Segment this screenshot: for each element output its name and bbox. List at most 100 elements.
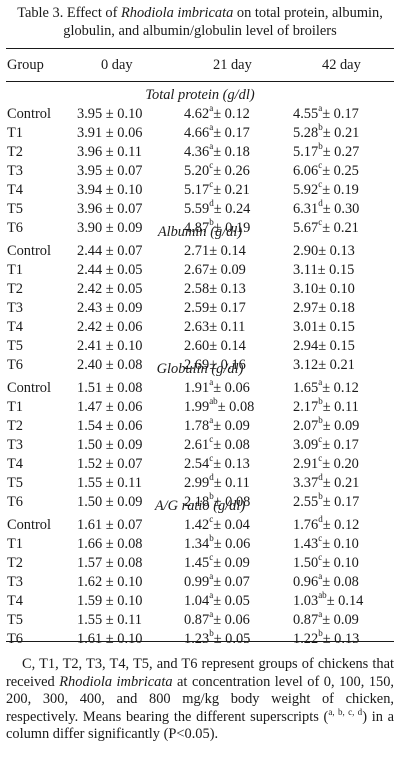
table-row: T4 2.42 ± 0.06 2.63± 0.11 3.01± 0.15 bbox=[0, 318, 400, 336]
cell-error: ± 0.13 bbox=[209, 281, 246, 297]
cell-superscript: a bbox=[209, 590, 214, 601]
cell-day-0: 1.55 ± 0.11 bbox=[77, 475, 142, 491]
cell-day-21: 2.69± 0.16 bbox=[184, 356, 246, 374]
cell-mean: 2.71 bbox=[184, 243, 210, 259]
cell-mean: 2.90 bbox=[293, 243, 319, 259]
cell-mean: 2.63 bbox=[184, 319, 210, 335]
cell-day-21: 5.20c± 0.26 bbox=[184, 160, 250, 180]
cell-day-42: 1.22b± 0.13 bbox=[293, 629, 359, 648]
cell-mean: 5.59 bbox=[184, 201, 210, 217]
cell-superscript: b bbox=[318, 396, 323, 407]
cell-error: ± 0.05 bbox=[213, 593, 250, 609]
cell-mean: 0.99 bbox=[184, 574, 210, 590]
top-rule bbox=[6, 48, 394, 49]
cell-day-0: 1.61 ± 0.10 bbox=[77, 631, 143, 647]
footnote: C, T1, T2, T3, T4, T5, and T6 represent … bbox=[6, 656, 394, 744]
cell-error: ± 0.14 bbox=[209, 243, 246, 259]
cell-error: ± 0.05 bbox=[213, 631, 251, 647]
cell-day-21: 2.59± 0.17 bbox=[184, 299, 246, 317]
cell-day-0: 2.41 ± 0.10 bbox=[77, 338, 143, 354]
cell-day-21: 2.71± 0.14 bbox=[184, 242, 246, 260]
cell-day-21: 5.17c± 0.21 bbox=[184, 179, 250, 199]
cell-superscript: a bbox=[209, 415, 214, 426]
table-row: T6 1.61 ± 0.10 1.23b± 0.05 1.22b± 0.13 bbox=[0, 628, 400, 648]
footnote-part-3: ) in a column differ significantly (P<0.… bbox=[6, 708, 394, 743]
cell-mean: 2.55 bbox=[293, 494, 319, 510]
table-row: Control 2.44 ± 0.07 2.71± 0.14 2.90± 0.13 bbox=[0, 242, 400, 260]
cell-day-0: 1.50 ± 0.09 bbox=[77, 494, 143, 510]
cell-group: T5 bbox=[7, 612, 23, 628]
cell-mean: 1.45 bbox=[184, 555, 210, 571]
cell-error: ± 0.09 bbox=[322, 418, 360, 434]
cell-error: ± 0.25 bbox=[322, 163, 359, 179]
cell-mean: 0.96 bbox=[293, 574, 319, 590]
cell-superscript: d bbox=[318, 514, 323, 525]
cell-day-42: 0.96a± 0.08 bbox=[293, 571, 359, 591]
cell-mean: 3.11 bbox=[293, 262, 318, 278]
cell-mean: 1.78 bbox=[184, 418, 210, 434]
cell-superscript: c bbox=[318, 533, 323, 544]
cell-day-42: 3.11± 0.15 bbox=[293, 261, 354, 279]
cell-error: ± 0.21 bbox=[213, 182, 250, 198]
cell-superscript: d bbox=[209, 198, 214, 209]
cell-group: T4 bbox=[7, 182, 23, 198]
cell-group: T3 bbox=[7, 574, 23, 590]
cell-mean: 1.50 bbox=[293, 555, 319, 571]
cell-error: ± 0.18 bbox=[213, 144, 250, 160]
cell-day-0: 3.95 ± 0.10 bbox=[77, 106, 143, 122]
cell-day-0: 1.55 ± 0.11 bbox=[77, 612, 142, 628]
cell-day-21: 2.67± 0.09 bbox=[184, 261, 246, 279]
table-row: T3 3.95 ± 0.07 5.20c± 0.26 6.06c± 0.25 bbox=[0, 160, 400, 180]
table-row: T5 3.96 ± 0.07 5.59d± 0.24 6.31d± 0.30 bbox=[0, 198, 400, 218]
cell-mean: 1.03 bbox=[293, 593, 319, 609]
cell-mean: 4.66 bbox=[184, 125, 210, 141]
header-rule bbox=[6, 81, 394, 82]
cell-error: ± 0.11 bbox=[213, 475, 250, 491]
cell-day-21: 1.04a± 0.05 bbox=[184, 590, 250, 610]
cell-group: T6 bbox=[7, 631, 23, 647]
cell-day-42: 3.12± 0.21 bbox=[293, 356, 355, 374]
cell-day-0: 2.42 ± 0.06 bbox=[77, 319, 143, 335]
cell-superscript: d bbox=[318, 472, 323, 483]
cell-day-21: 4.87b± 0.19 bbox=[184, 218, 250, 237]
cell-group: T2 bbox=[7, 281, 23, 297]
table-row: Control 1.51 ± 0.08 1.91a± 0.06 1.65a± 0.12 bbox=[0, 378, 400, 397]
cell-mean: 1.43 bbox=[293, 536, 319, 552]
cell-day-21: 0.87a± 0.06 bbox=[184, 610, 250, 629]
cell-error: ± 0.24 bbox=[213, 201, 251, 217]
cell-error: ± 0.15 bbox=[318, 338, 355, 354]
cell-superscript: b bbox=[209, 491, 214, 502]
cell-mean: 4.87 bbox=[184, 220, 210, 236]
cell-group: T2 bbox=[7, 418, 23, 434]
cell-day-0: 1.51 ± 0.08 bbox=[77, 380, 143, 396]
table-row: T3 2.43 ± 0.09 2.59± 0.17 2.97± 0.18 bbox=[0, 299, 400, 317]
cell-error: ± 0.17 bbox=[213, 125, 250, 141]
cell-day-21: 2.99d± 0.11 bbox=[184, 473, 250, 492]
cell-superscript: b bbox=[209, 628, 214, 639]
cell-superscript: a bbox=[318, 571, 323, 582]
cell-mean: 2.18 bbox=[184, 494, 210, 510]
section-title: Albumin (g/dl) bbox=[157, 224, 243, 240]
table-row: T1 1.66 ± 0.08 1.34b± 0.06 1.43c± 0.10 bbox=[0, 533, 400, 553]
cell-mean: 2.91 bbox=[293, 456, 319, 472]
cell-group: T3 bbox=[7, 300, 23, 316]
cell-day-0: 3.90 ± 0.09 bbox=[77, 220, 143, 236]
cell-error: ± 0.14 bbox=[209, 338, 246, 354]
cell-superscript: c bbox=[318, 552, 323, 563]
cell-superscript: a bbox=[318, 609, 323, 620]
footnote-part-1: C, T1, T2, T3, T4, T5, and T6 represent … bbox=[6, 656, 394, 690]
table-row: T2 1.54 ± 0.06 1.78a± 0.09 2.07b± 0.09 bbox=[0, 415, 400, 435]
cell-superscript: c bbox=[209, 514, 214, 525]
cell-superscript: c bbox=[209, 179, 214, 190]
cell-superscript: c bbox=[209, 160, 214, 171]
table-caption: Table 3. Effect of Rhodiola imbricata on… bbox=[6, 4, 394, 40]
cell-group: Control bbox=[7, 517, 51, 533]
cell-error: ± 0.21 bbox=[322, 475, 360, 491]
cell-mean: 2.67 bbox=[184, 262, 210, 278]
cell-mean: 2.17 bbox=[293, 399, 319, 415]
cell-mean: 5.17 bbox=[184, 182, 210, 198]
cell-mean: 2.97 bbox=[293, 300, 319, 316]
cell-group: T6 bbox=[7, 494, 23, 510]
cell-superscript: c bbox=[209, 552, 214, 563]
